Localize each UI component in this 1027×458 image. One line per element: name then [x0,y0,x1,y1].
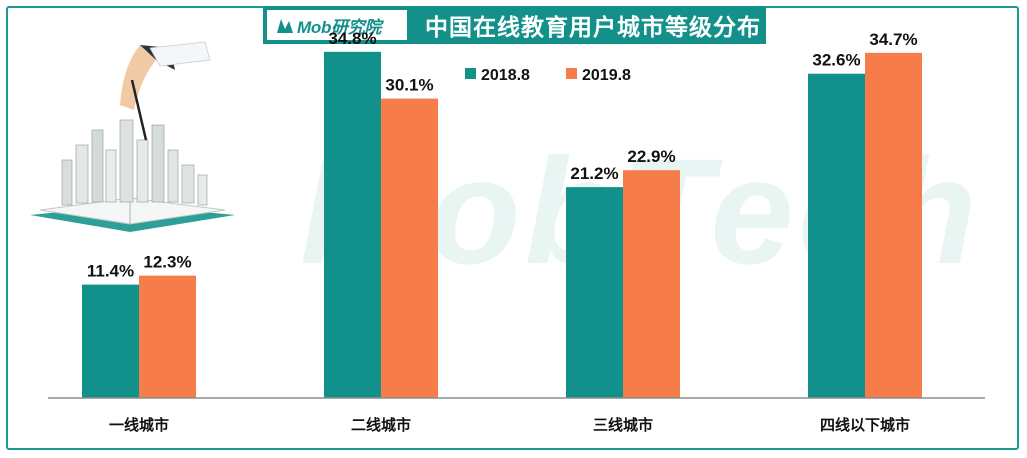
bar-s1-cat4 [808,73,865,398]
logo-icon [277,19,293,33]
bar-label-s2-cat2: 30.1% [385,76,433,95]
bar-label-s1-cat4: 32.6% [812,51,860,70]
bar-s1-cat3 [566,187,623,398]
bars-group [82,51,922,399]
bar-s2-cat4 [865,52,922,398]
bar-s2-cat3 [623,170,680,398]
bar-label-s1-cat2: 34.8% [328,29,376,48]
bar-label-s2-cat4: 34.7% [869,30,917,49]
bar-labels-group: 11.4% 12.3% 34.8% 30.1% 21.2% 22.9% 32.6% 34.7% [87,29,918,281]
bar-s2-cat1 [139,275,196,398]
bar-label-s1-cat3: 21.2% [570,164,618,183]
bar-s1-cat1 [82,284,139,398]
legend-label-2019-8: 2019.8 [582,67,631,84]
bar-label-s2-cat1: 12.3% [143,253,191,272]
legend-swatch-2018-8 [465,68,476,79]
city-book-illustration [30,41,235,232]
bar-s1-cat2 [324,51,381,399]
category-labels-group: 一线城市 二线城市 三线城市 四线以下城市 [109,416,910,434]
category-label-4: 四线以下城市 [820,416,910,434]
legend: 2018.8 2019.8 [465,67,631,84]
category-label-2: 二线城市 [351,416,411,434]
chart-title: 中国在线教育用户城市等级分布 [425,14,761,40]
category-label-1: 一线城市 [109,416,169,434]
bar-label-s2-cat3: 22.9% [627,147,675,166]
bar-s2-cat2 [381,98,438,398]
header-banner: Mob研究院 中国在线教育用户城市等级分布 [263,6,766,44]
legend-label-2018-8: 2018.8 [481,67,530,84]
logo: Mob研究院 [267,10,407,40]
bar-label-s1-cat1: 11.4% [87,262,134,281]
legend-swatch-2019-8 [566,68,577,79]
logo-text: Mob研究院 [297,17,382,37]
category-label-3: 三线城市 [593,416,653,434]
